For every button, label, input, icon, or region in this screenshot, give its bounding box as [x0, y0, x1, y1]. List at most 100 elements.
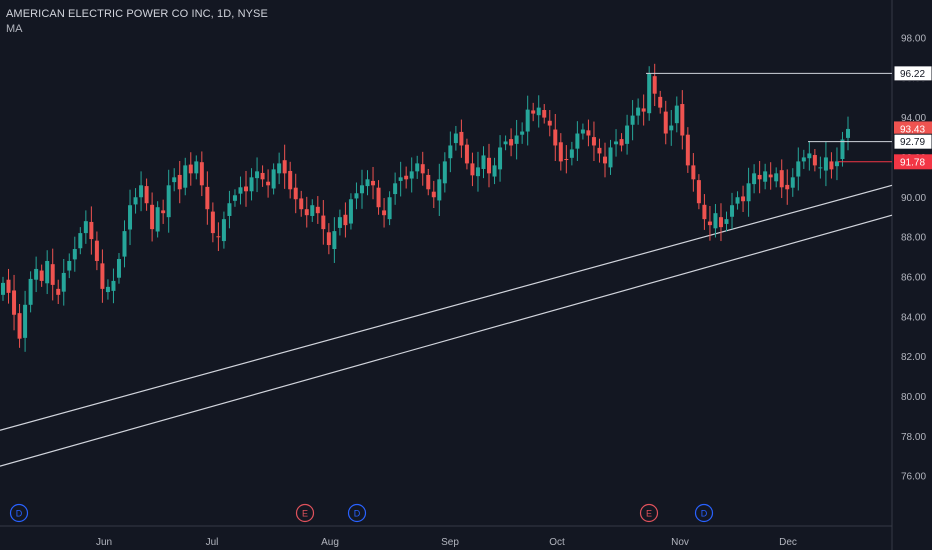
candle-body[interactable] [78, 233, 83, 249]
candle-body[interactable] [591, 137, 596, 146]
candle-body[interactable] [840, 139, 845, 160]
candle-body[interactable] [12, 290, 17, 315]
candle-body[interactable] [757, 174, 762, 180]
candle-body[interactable] [50, 264, 55, 285]
candle-body[interactable] [818, 167, 823, 169]
candle-body[interactable] [122, 231, 127, 257]
candle-body[interactable] [768, 174, 773, 178]
candle-body[interactable] [387, 197, 392, 220]
candle-body[interactable] [431, 191, 436, 198]
dividend-marker[interactable] [694, 503, 714, 523]
candle-body[interactable] [426, 174, 431, 190]
candle-body[interactable] [536, 107, 541, 116]
candle-body[interactable] [105, 286, 110, 293]
candle-body[interactable] [564, 159, 569, 161]
candle-body[interactable] [337, 217, 342, 228]
candle-body[interactable] [150, 204, 155, 230]
candle-body[interactable] [774, 173, 779, 182]
candle-body[interactable] [420, 164, 425, 174]
candle-body[interactable] [299, 198, 304, 210]
candle-body[interactable] [608, 147, 613, 168]
candle-body[interactable] [244, 186, 249, 192]
candle-body[interactable] [636, 107, 641, 116]
candle-body[interactable] [255, 171, 260, 179]
candle-body[interactable] [807, 153, 812, 159]
candle-body[interactable] [72, 249, 77, 260]
candle-body[interactable] [641, 108, 646, 112]
candle-body[interactable] [315, 206, 320, 214]
candle-body[interactable] [128, 205, 133, 230]
candle-body[interactable] [23, 304, 28, 338]
candle-body[interactable] [100, 263, 105, 289]
candle-body[interactable] [415, 163, 420, 172]
candle-body[interactable] [448, 145, 453, 159]
indicator-label[interactable]: MA [6, 23, 23, 35]
candle-body[interactable] [498, 147, 503, 170]
candle-body[interactable] [575, 133, 580, 149]
moving-average-line-1[interactable] [0, 184, 893, 431]
candle-body[interactable] [547, 120, 552, 126]
candle-body[interactable] [442, 161, 447, 184]
candle-body[interactable] [17, 313, 22, 339]
candle-body[interactable] [741, 196, 746, 202]
candle-body[interactable] [45, 260, 50, 284]
candle-body[interactable] [39, 270, 44, 281]
candle-body[interactable] [763, 171, 768, 182]
candle-body[interactable] [713, 213, 718, 229]
candle-body[interactable] [779, 170, 784, 188]
candle-body[interactable] [332, 231, 337, 250]
candle-body[interactable] [470, 163, 475, 176]
candle-body[interactable] [359, 185, 364, 194]
candle-body[interactable] [177, 174, 182, 190]
dividend-marker[interactable] [347, 503, 367, 523]
candle-body[interactable] [531, 110, 536, 114]
candle-body[interactable] [227, 203, 232, 216]
candle-body[interactable] [503, 141, 508, 145]
candle-body[interactable] [509, 139, 514, 146]
candle-body[interactable] [310, 205, 315, 216]
candle-body[interactable] [492, 165, 497, 177]
candle-body[interactable] [724, 219, 729, 224]
candle-body[interactable] [183, 165, 188, 188]
candle-body[interactable] [558, 142, 563, 162]
candle-body[interactable] [221, 219, 226, 242]
candle-body[interactable] [707, 221, 712, 226]
candle-body[interactable] [155, 207, 160, 232]
candle-body[interactable] [514, 135, 519, 144]
candle-body[interactable] [652, 76, 657, 94]
candle-body[interactable] [371, 180, 376, 186]
candle-body[interactable] [647, 73, 652, 114]
candle-body[interactable] [790, 177, 795, 188]
candle-body[interactable] [834, 161, 839, 167]
candle-body[interactable] [393, 183, 398, 195]
candle-body[interactable] [83, 221, 88, 234]
candle-body[interactable] [376, 187, 381, 208]
candle-body[interactable] [437, 179, 442, 201]
candle-body[interactable] [586, 130, 591, 136]
candle-body[interactable] [481, 155, 486, 169]
candle-body[interactable] [205, 186, 210, 210]
earnings-marker[interactable] [295, 503, 315, 523]
candle-body[interactable] [271, 169, 276, 189]
candle-body[interactable] [266, 181, 271, 186]
candle-body[interactable] [61, 272, 66, 292]
candle-body[interactable] [453, 133, 458, 144]
moving-average-line-2[interactable] [0, 214, 893, 467]
candle-body[interactable] [260, 172, 265, 180]
candle-body[interactable] [735, 197, 740, 204]
candle-body[interactable] [166, 185, 171, 218]
candle-body[interactable] [702, 204, 707, 220]
candle-body[interactable] [282, 160, 287, 174]
candle-body[interactable] [144, 186, 149, 204]
candle-body[interactable] [249, 177, 254, 192]
candle-body[interactable] [669, 125, 674, 131]
candle-body[interactable] [6, 279, 11, 293]
candle-body[interactable] [785, 184, 790, 190]
candle-body[interactable] [67, 260, 72, 271]
candle-body[interactable] [730, 205, 735, 217]
candle-body[interactable] [680, 104, 685, 136]
candle-body[interactable] [829, 161, 834, 170]
candle-body[interactable] [277, 163, 282, 174]
candle-body[interactable] [354, 193, 359, 199]
candle-body[interactable] [216, 236, 221, 238]
